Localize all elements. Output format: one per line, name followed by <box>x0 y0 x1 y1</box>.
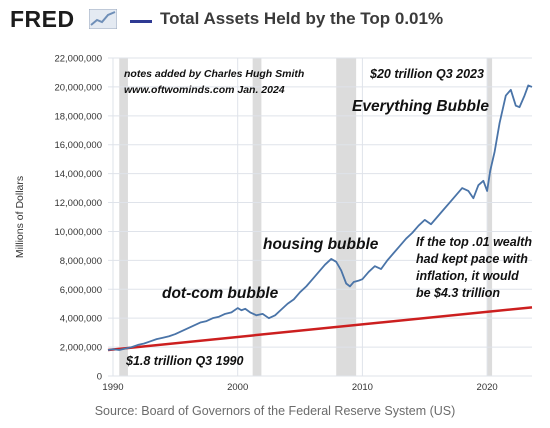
y-tick-label-4: 8,000,000 <box>60 256 102 267</box>
grid-lines <box>108 57 532 377</box>
y-tick-label-3: 6,000,000 <box>60 285 102 296</box>
recession-band-2 <box>336 58 357 376</box>
chart-header: FRED Total Assets Held by the Top 0.01% <box>0 0 550 44</box>
y-tick-label-2: 4,000,000 <box>60 314 102 325</box>
source-note: Source: Board of Governors of the Federa… <box>94 404 456 418</box>
y-tick-label-5: 10,000,000 <box>54 227 102 238</box>
note-website: www.oftwominds.com Jan. 2024 <box>124 84 285 96</box>
series-lines <box>107 84 533 352</box>
housing-bubble-label: housing bubble <box>263 236 379 253</box>
recession-band-0 <box>119 58 128 376</box>
y-tick-label-1: 2,000,000 <box>60 343 102 354</box>
fred-chart-logo-icon <box>89 9 117 29</box>
y-tick-label-8: 16,000,000 <box>54 140 102 151</box>
note-author: notes added by Charles Hugh Smith <box>124 68 304 80</box>
total-assets-line <box>107 84 533 351</box>
plot-area <box>108 58 532 376</box>
y-tick-label-0: 0 <box>97 372 102 383</box>
x-tick-label-1: 2000 <box>227 382 248 393</box>
y-tick-label-7: 14,000,000 <box>54 169 102 180</box>
x-axis-tick-labels: 1990 2000 2010 2020 <box>102 382 497 393</box>
inflation-note-line-4: be $4.3 trillion <box>416 286 500 300</box>
y-tick-label-11: 22,000,000 <box>54 54 102 65</box>
peak-value-label: $20 trillion Q3 2023 <box>369 67 484 81</box>
y-axis-tick-labels: 0 2,000,000 4,000,000 6,000,000 8,000,000 10,… <box>54 54 102 383</box>
inflation-trend-line <box>107 306 533 352</box>
x-tick-label-3: 2020 <box>477 382 498 393</box>
chart-title: Total Assets Held by the Top 0.01% <box>160 9 444 28</box>
recession-band-3 <box>487 58 493 376</box>
x-tick-label-0: 1990 <box>102 382 123 393</box>
fred-logo: FRED <box>10 6 75 32</box>
start-value-label: $1.8 trillion Q3 1990 <box>125 354 243 368</box>
dotcom-bubble-label: dot-com bubble <box>162 285 279 302</box>
everything-bubble-label: Everything Bubble <box>352 98 489 115</box>
recession-shading <box>119 58 493 376</box>
recession-band-1 <box>252 58 262 376</box>
y-axis-label: Millions of Dollars <box>14 176 26 258</box>
y-tick-label-10: 20,000,000 <box>54 82 102 93</box>
x-tick-label-2: 2010 <box>352 382 373 393</box>
y-tick-label-9: 18,000,000 <box>54 111 102 122</box>
inflation-note-line-1: If the top .01 wealth <box>416 235 532 249</box>
y-tick-label-6: 12,000,000 <box>54 198 102 209</box>
legend-swatch <box>130 20 152 23</box>
inflation-note-line-2: had kept pace with <box>416 252 528 266</box>
inflation-note-line-3: inflation, it would <box>416 269 519 283</box>
